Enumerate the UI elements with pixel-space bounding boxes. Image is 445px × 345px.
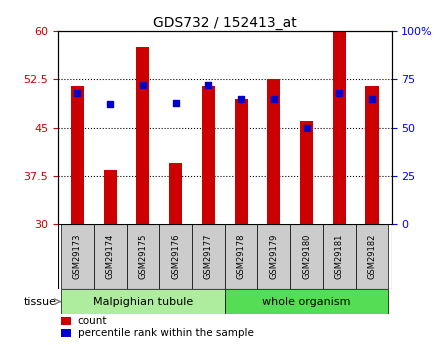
Bar — [159, 224, 192, 289]
Bar — [71, 86, 84, 224]
Text: tissue: tissue — [24, 297, 57, 307]
Point — [139, 82, 146, 88]
Point — [270, 96, 277, 101]
Bar — [104, 169, 117, 224]
Text: count: count — [78, 316, 107, 326]
Point — [205, 82, 212, 88]
Bar — [333, 31, 346, 224]
Point — [172, 100, 179, 105]
Bar — [225, 289, 388, 315]
Bar — [61, 289, 225, 315]
Bar — [258, 224, 290, 289]
Point — [107, 102, 114, 107]
Point — [238, 96, 245, 101]
Title: GDS732 / 152413_at: GDS732 / 152413_at — [153, 16, 297, 30]
Text: GSM29181: GSM29181 — [335, 234, 344, 279]
Point — [336, 90, 343, 96]
Bar — [136, 47, 150, 224]
Bar — [225, 224, 258, 289]
Text: GSM29174: GSM29174 — [106, 234, 115, 279]
Bar — [61, 224, 94, 289]
Bar — [323, 224, 356, 289]
Text: GSM29177: GSM29177 — [204, 234, 213, 279]
Bar — [61, 329, 71, 337]
Point — [368, 96, 376, 101]
Text: GSM29179: GSM29179 — [269, 234, 278, 279]
Point — [74, 90, 81, 96]
Bar — [192, 224, 225, 289]
Text: GSM29180: GSM29180 — [302, 234, 311, 279]
Bar — [290, 224, 323, 289]
Text: GSM29173: GSM29173 — [73, 234, 82, 279]
Bar — [94, 224, 126, 289]
Bar — [267, 79, 280, 224]
Bar — [356, 224, 388, 289]
Bar — [202, 86, 215, 224]
Bar — [235, 99, 247, 224]
Text: GSM29178: GSM29178 — [237, 234, 246, 279]
Bar — [61, 317, 71, 325]
Text: percentile rank within the sample: percentile rank within the sample — [78, 328, 254, 338]
Text: GSM29175: GSM29175 — [138, 234, 147, 279]
Text: whole organism: whole organism — [262, 297, 351, 307]
Bar — [300, 121, 313, 224]
Text: Malpighian tubule: Malpighian tubule — [93, 297, 193, 307]
Text: GSM29182: GSM29182 — [368, 234, 376, 279]
Text: GSM29176: GSM29176 — [171, 234, 180, 279]
Bar — [126, 224, 159, 289]
Bar — [365, 86, 379, 224]
Bar — [169, 163, 182, 224]
Point — [303, 125, 310, 130]
